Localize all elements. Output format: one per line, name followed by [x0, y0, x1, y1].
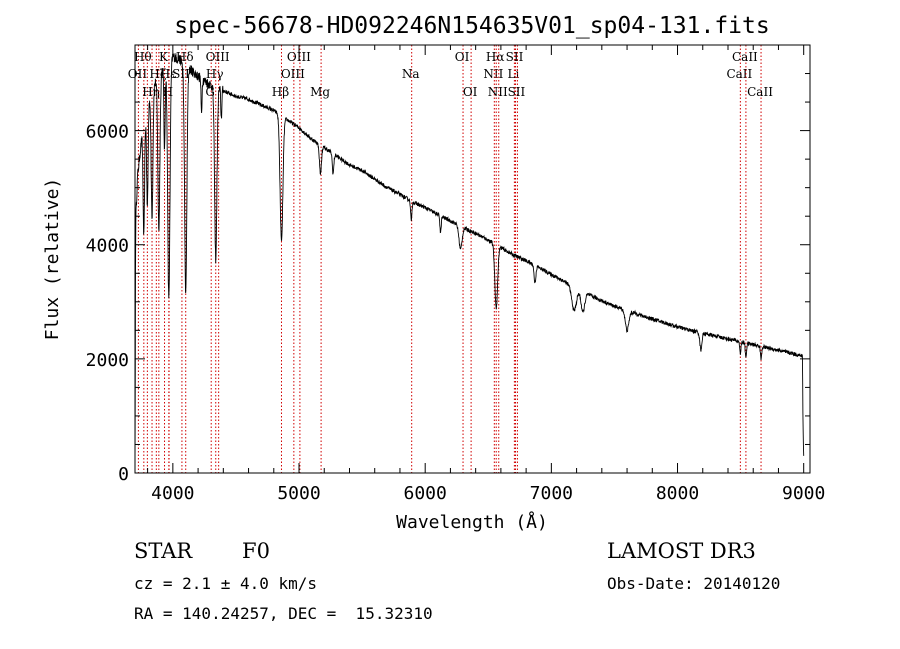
line-marker-label: SII	[506, 50, 524, 64]
line-marker-label: Hβ	[272, 85, 289, 99]
spectrum-series	[134, 53, 805, 474]
spectrum-chart: spec-56678-HD092246N154635V01_sp04-131.f…	[42, 13, 825, 533]
line-marker-label: Mg	[310, 85, 330, 99]
axis-ticks: 4000 5000 6000 7000 8000 9000 0 2000 4000 6000	[86, 45, 825, 504]
object-class: STAR	[134, 539, 193, 563]
line-marker-label: H	[163, 85, 173, 99]
observation-date: Obs-Date: 20140120	[607, 574, 781, 593]
x-tick-label: 9000	[782, 483, 825, 504]
line-marker-label: K	[159, 50, 169, 64]
line-marker-label: NII	[488, 85, 508, 99]
line-marker-label: SII	[508, 85, 526, 99]
y-axis-label: Flux (relative)	[42, 178, 63, 341]
line-marker-label: OIII	[281, 67, 305, 81]
plot-frame	[134, 44, 811, 474]
y-tick-label: 4000	[86, 236, 129, 257]
survey-name: LAMOST DR3	[607, 539, 756, 563]
x-tick-label: 6000	[404, 483, 447, 504]
line-marker-label: CaII	[726, 67, 752, 81]
line-marker-label: Hα	[486, 50, 505, 64]
x-axis-label: Wavelength (Å)	[396, 511, 548, 533]
line-markers: OIIHθHηHζKHHεSIIHδGHγOIIIHβOIIIOIIIMgNaO…	[128, 45, 773, 473]
line-marker-label: CaII	[747, 85, 773, 99]
redshift-value: cz = 2.1 ± 4.0 km/s	[134, 574, 318, 593]
chart-title: spec-56678-HD092246N154635V01_sp04-131.f…	[174, 13, 769, 39]
line-marker-label: OI	[463, 85, 478, 99]
y-tick-label: 0	[118, 464, 129, 485]
line-marker-label: Na	[402, 67, 420, 81]
line-marker-label: Hγ	[206, 67, 224, 81]
line-marker-label: G	[205, 85, 215, 99]
line-marker-label: Hθ	[134, 50, 152, 64]
line-marker-label: OIII	[206, 50, 230, 64]
line-marker-label: Li	[507, 67, 519, 81]
spectrum-line	[134, 53, 805, 474]
x-tick-label: 5000	[277, 483, 320, 504]
x-tick-label: 4000	[151, 483, 194, 504]
x-tick-label: 7000	[530, 483, 573, 504]
y-tick-label: 2000	[86, 350, 129, 371]
line-marker-label: Hη	[142, 85, 160, 99]
line-marker-label: OI	[455, 50, 470, 64]
line-marker-label: Hε	[160, 67, 177, 81]
coordinates: RA = 140.24257, DEC = 15.32310	[134, 604, 433, 623]
x-tick-label: 8000	[656, 483, 699, 504]
line-marker-label: OIII	[287, 50, 311, 64]
y-tick-label: 6000	[86, 122, 129, 143]
line-marker-label: SII	[172, 67, 190, 81]
line-marker-label: CaII	[732, 50, 758, 64]
spectral-subclass: F0	[242, 539, 270, 563]
line-marker-label: NII	[483, 67, 503, 81]
